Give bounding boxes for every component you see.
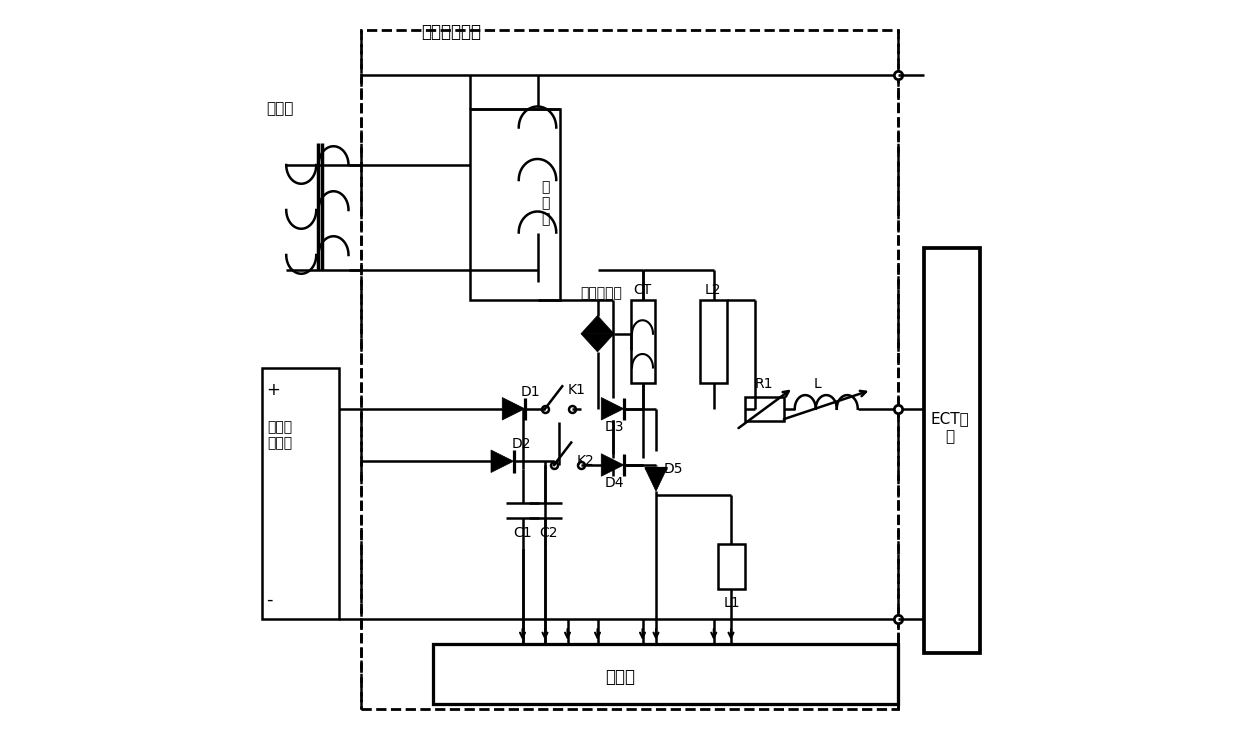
Bar [262, 368, 339, 619]
Text: D4: D4 [605, 476, 625, 490]
Text: -: - [267, 591, 273, 609]
Bar [701, 300, 727, 382]
Text: 直流充
电电源: 直流充 电电源 [268, 420, 293, 450]
Polygon shape [502, 398, 525, 420]
Text: K1: K1 [568, 383, 585, 398]
Polygon shape [582, 316, 614, 334]
Text: D5: D5 [663, 462, 683, 476]
Bar [433, 644, 898, 704]
Text: D3: D3 [605, 420, 625, 434]
Polygon shape [582, 334, 614, 352]
Text: L1: L1 [723, 596, 740, 610]
Bar [361, 30, 898, 709]
Polygon shape [645, 468, 667, 491]
Text: K2: K2 [577, 454, 594, 468]
Text: R1: R1 [755, 377, 774, 392]
Bar [718, 544, 744, 589]
Bar [470, 109, 560, 300]
Text: D1: D1 [521, 385, 541, 399]
Text: 双向可控硅: 双向可控硅 [580, 286, 622, 300]
Text: 波形输出单元: 波形输出单元 [422, 23, 481, 41]
Text: L2: L2 [704, 283, 722, 297]
Bar [924, 248, 980, 652]
Text: ECT试
品: ECT试 品 [931, 411, 970, 444]
Polygon shape [491, 450, 513, 472]
Text: 升
流
器: 升 流 器 [541, 180, 549, 226]
Text: C2: C2 [539, 526, 558, 540]
Text: 变压器: 变压器 [267, 101, 294, 116]
Polygon shape [601, 454, 624, 476]
Bar [745, 397, 784, 421]
Polygon shape [601, 398, 624, 420]
Text: C1: C1 [513, 526, 532, 540]
Text: D2: D2 [512, 437, 532, 452]
Text: L: L [813, 377, 821, 392]
Text: CT: CT [634, 283, 652, 297]
Text: +: + [267, 381, 280, 399]
Bar [630, 300, 655, 382]
Text: 控制器: 控制器 [605, 668, 635, 686]
